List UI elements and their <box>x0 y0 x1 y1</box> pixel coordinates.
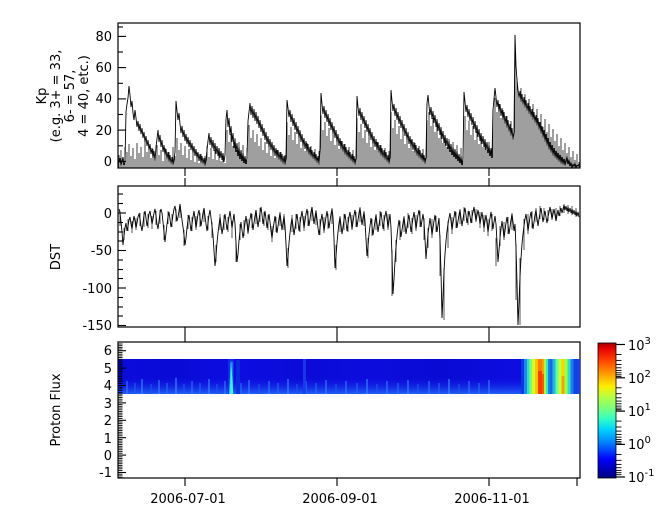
proton-event-august <box>303 359 306 394</box>
dst-ytick-n150: -150 <box>82 319 112 334</box>
proton-flux-y-ticklabels: 6 5 4 3 2 1 0 -1 <box>99 344 112 481</box>
dst-y-ticklabels: 0 -50 -100 -150 <box>82 207 112 334</box>
cbtick-1e3-exp: 3 <box>645 336 651 347</box>
dst-plot-frame <box>117 185 581 328</box>
cbtick-1e2: 102 <box>628 369 651 387</box>
kp-ytick-60: 60 <box>95 61 112 76</box>
proton-flux-ylabel: Proton Flux <box>49 373 64 446</box>
kp-ylabel-line-0: Kp <box>35 88 50 105</box>
kp-y-ticklabels: 0 20 40 60 80 <box>95 30 112 170</box>
cbtick-1e0: 100 <box>628 435 651 453</box>
dst-series <box>118 203 580 326</box>
panel-proton-flux: 6 5 4 3 2 1 0 -1 Proton Flux 2006-07-01 … <box>49 334 581 507</box>
cbtick-1e3: 103 <box>628 336 651 354</box>
proton-event-december <box>521 359 580 394</box>
dst-y-ticks <box>118 193 126 327</box>
panel-dst: 0 -50 -100 -150 DST <box>49 178 581 335</box>
cbtick-1e2-exp: 2 <box>645 369 651 380</box>
proton-event-july <box>228 359 240 394</box>
kp-ytick-20: 20 <box>95 124 112 139</box>
pf-ytick-4: 4 <box>104 379 112 394</box>
dst-ytick-n50: -50 <box>91 244 112 259</box>
panel-kp: 0 20 40 60 80 Kp (e.g. 3+ = 33, 6- = 57,… <box>35 22 581 176</box>
dst-x-ticks <box>184 178 490 335</box>
proton-flux-x-ticks <box>184 334 578 486</box>
colorbar-gradient <box>597 342 617 479</box>
kp-ytick-80: 80 <box>95 30 112 45</box>
kp-ytick-0: 0 <box>104 155 112 170</box>
colorbar-minor-ticks <box>616 354 622 476</box>
cbtick-1em1-exp: -1 <box>645 468 655 479</box>
colorbar: 103 102 101 100 10-1 <box>597 336 655 486</box>
kp-ytick-40: 40 <box>95 92 112 107</box>
kp-series <box>118 34 580 168</box>
pf-ytick-6: 6 <box>104 344 112 359</box>
pf-ytick-3: 3 <box>104 397 112 412</box>
cbtick-1e2-mantissa: 10 <box>628 372 645 387</box>
colorbar-ticklabels: 103 102 101 100 10-1 <box>628 336 655 486</box>
cbtick-1e3-mantissa: 10 <box>628 339 645 354</box>
colorbar-major-ticks <box>616 343 625 478</box>
cbtick-1e1-exp: 1 <box>645 402 651 413</box>
pf-ytick-2: 2 <box>104 414 112 429</box>
cbtick-1em1: 10-1 <box>628 468 655 486</box>
pf-ytick-1: 1 <box>104 432 112 447</box>
kp-ylabel-line-2: 6- = 57, <box>63 70 78 123</box>
pf-ytick-5: 5 <box>104 362 112 377</box>
proton-flux-y-ticks <box>118 350 126 474</box>
cbtick-1e1-mantissa: 10 <box>628 405 645 420</box>
cbtick-1em1-mantissa: 10 <box>628 471 645 486</box>
xtick-2006-11-01: 2006-11-01 <box>454 492 530 507</box>
kp-x-ticks <box>184 168 490 176</box>
proton-flux-heatmap <box>118 359 580 394</box>
xtick-2006-07-01: 2006-07-01 <box>150 492 226 507</box>
proton-flux-y-minor-ticks <box>118 343 123 479</box>
x-axis-ticklabels: 2006-07-01 2006-09-01 2006-11-01 <box>150 492 530 507</box>
xtick-2006-09-01: 2006-09-01 <box>302 492 378 507</box>
kp-noise-floor <box>118 35 580 168</box>
cbtick-1e0-exp: 0 <box>645 435 651 446</box>
kp-ylabel-line-3: 4 = 40, etc.) <box>77 55 92 137</box>
kp-axis-label: Kp (e.g. 3+ = 33, 6- = 57, 4 = 40, etc.) <box>35 50 92 143</box>
dst-ylabel: DST <box>49 244 64 270</box>
pf-ytick-n1: -1 <box>99 466 112 481</box>
dst-ytick-0: 0 <box>104 207 112 222</box>
pf-ytick-0: 0 <box>104 449 112 464</box>
cbtick-1e1: 101 <box>628 402 651 420</box>
cbtick-1e0-mantissa: 10 <box>628 438 645 453</box>
kp-ylabel-line-1: (e.g. 3+ = 33, <box>49 50 64 143</box>
dst-hourly-hash <box>119 204 577 325</box>
dst-ytick-n100: -100 <box>82 282 112 297</box>
